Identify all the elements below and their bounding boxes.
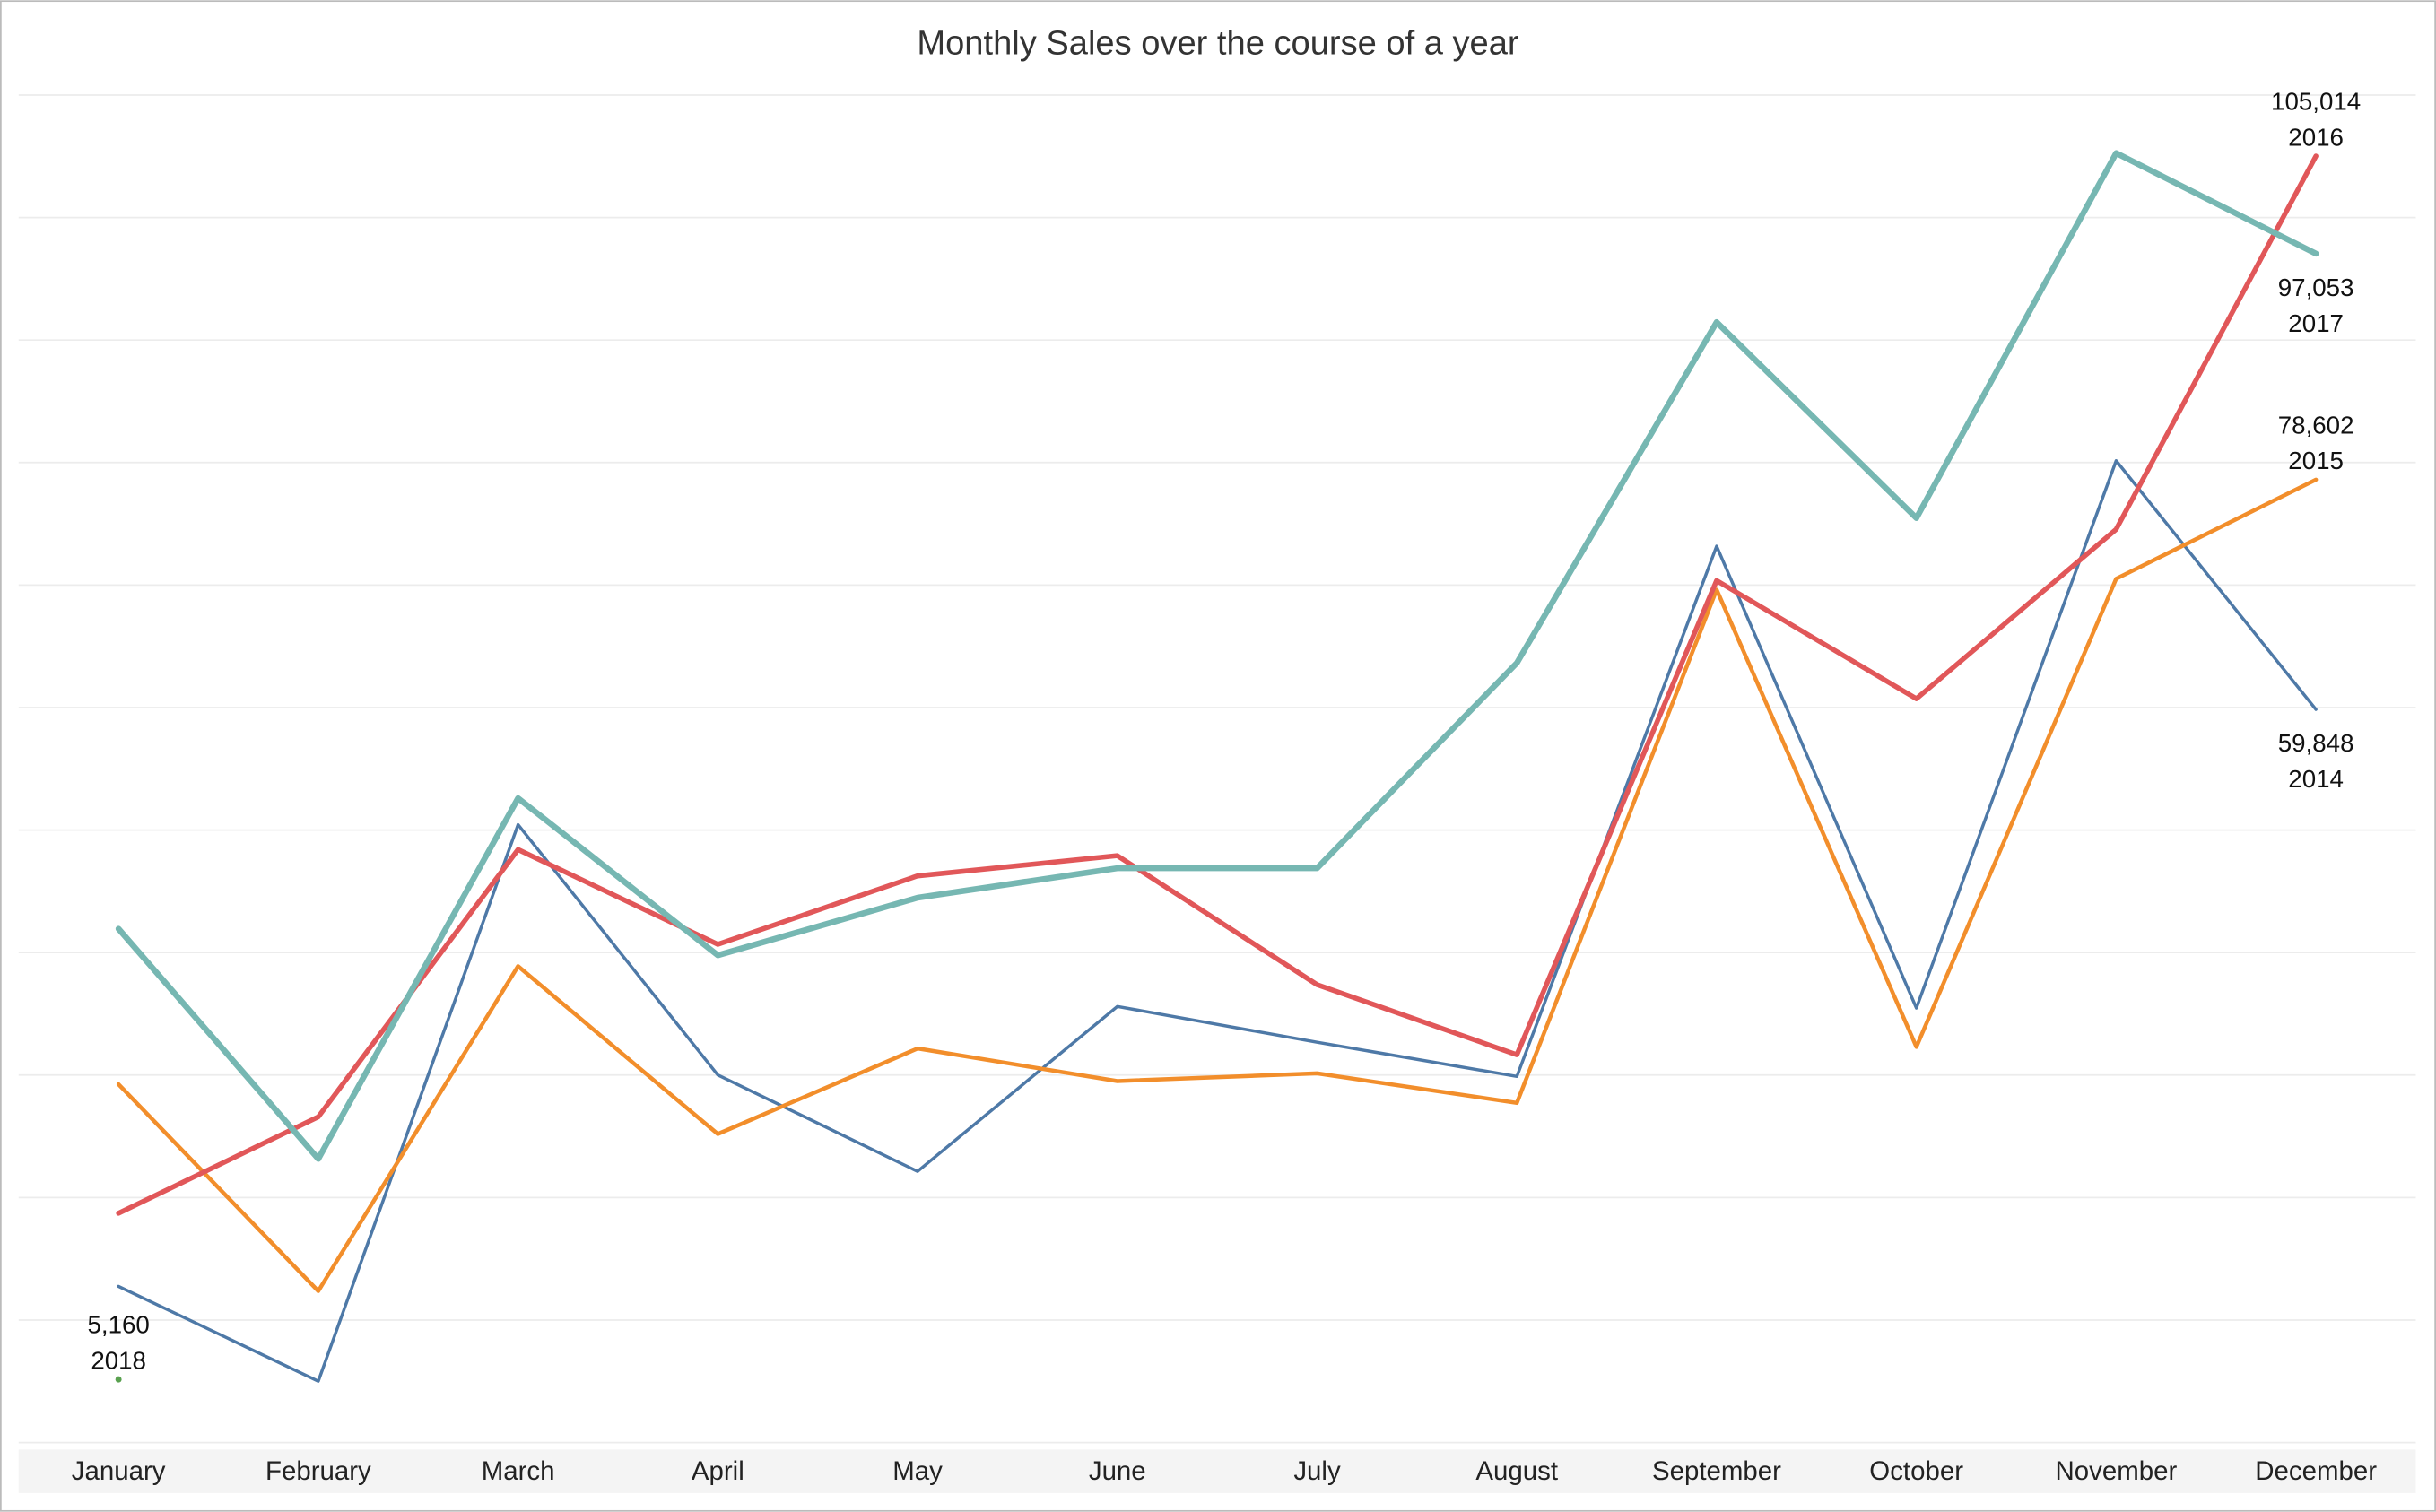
x-tick-label: December xyxy=(2255,1456,2377,1486)
x-tick-label: June xyxy=(1089,1456,1146,1486)
data-label: 59,848 xyxy=(2278,729,2354,757)
x-tick-label: November xyxy=(2055,1456,2177,1486)
data-label: 105,014 xyxy=(2271,88,2361,116)
data-label-series: 2014 xyxy=(2288,765,2344,793)
data-label-series: 2018 xyxy=(91,1346,146,1374)
x-tick-label: May xyxy=(892,1456,943,1486)
series-line xyxy=(115,150,2319,1162)
data-label: 97,053 xyxy=(2278,274,2354,301)
data-label-series: 2015 xyxy=(2288,447,2344,474)
data-label: 78,602 xyxy=(2278,411,2354,439)
data-label-series: 2016 xyxy=(2288,123,2344,151)
x-tick-label: October xyxy=(1869,1456,1963,1486)
x-tick-label: February xyxy=(265,1456,371,1486)
x-tick-label: April xyxy=(692,1456,744,1486)
x-tick-label: March xyxy=(482,1456,555,1486)
series-line xyxy=(116,477,2319,1293)
data-label-series: 2017 xyxy=(2288,309,2344,337)
x-tick-label: September xyxy=(1652,1456,1781,1486)
x-tick-label: July xyxy=(1293,1456,1341,1486)
data-label: 5,160 xyxy=(87,1311,149,1339)
chart-title: Monthly Sales over the course of a year xyxy=(917,25,1519,63)
series-line xyxy=(116,153,2319,1216)
x-tick-label: August xyxy=(1475,1456,1558,1486)
series-point xyxy=(115,1376,122,1383)
series-line xyxy=(117,459,2318,1383)
x-tick-label: January xyxy=(72,1456,166,1486)
x-axis-band xyxy=(18,1449,2416,1493)
